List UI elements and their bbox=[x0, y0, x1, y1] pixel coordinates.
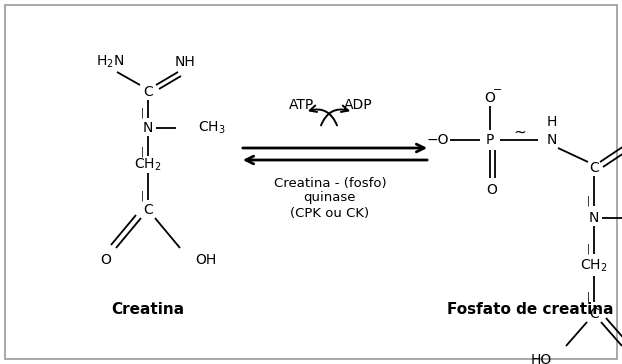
Text: ADP: ADP bbox=[344, 98, 373, 112]
Text: C: C bbox=[589, 307, 599, 321]
Text: Creatina - (fosfo): Creatina - (fosfo) bbox=[274, 177, 386, 190]
Text: CH$_2$: CH$_2$ bbox=[580, 258, 608, 274]
Text: |: | bbox=[587, 196, 590, 206]
Text: |: | bbox=[587, 292, 590, 302]
Text: (CPK ou CK): (CPK ou CK) bbox=[290, 206, 369, 219]
Text: C: C bbox=[589, 161, 599, 175]
Text: −: − bbox=[493, 85, 503, 95]
Text: CH$_3$: CH$_3$ bbox=[198, 120, 226, 136]
Text: |: | bbox=[141, 191, 144, 201]
Text: C: C bbox=[143, 203, 153, 217]
Text: N: N bbox=[589, 211, 599, 225]
Text: O: O bbox=[486, 183, 498, 197]
Text: Fosfato de creatina: Fosfato de creatina bbox=[447, 302, 613, 317]
Text: H: H bbox=[547, 115, 557, 129]
Text: ATP: ATP bbox=[289, 98, 315, 112]
Text: CH$_2$: CH$_2$ bbox=[134, 157, 162, 173]
Text: |: | bbox=[587, 244, 590, 254]
Text: O: O bbox=[485, 91, 496, 105]
Text: N: N bbox=[143, 121, 153, 135]
Text: HO: HO bbox=[531, 353, 552, 364]
Text: P: P bbox=[486, 133, 494, 147]
Text: H$_2$N: H$_2$N bbox=[96, 54, 124, 70]
Text: OH: OH bbox=[195, 253, 216, 267]
Text: ~: ~ bbox=[514, 124, 526, 139]
Text: Creatina: Creatina bbox=[111, 302, 185, 317]
Text: |: | bbox=[141, 108, 144, 118]
Text: NH: NH bbox=[175, 55, 195, 69]
Text: O: O bbox=[101, 253, 111, 267]
Text: C: C bbox=[143, 85, 153, 99]
Text: −O: −O bbox=[427, 133, 449, 147]
Text: N: N bbox=[547, 133, 557, 147]
Text: |: | bbox=[141, 147, 144, 157]
Text: quinase: quinase bbox=[304, 191, 356, 205]
